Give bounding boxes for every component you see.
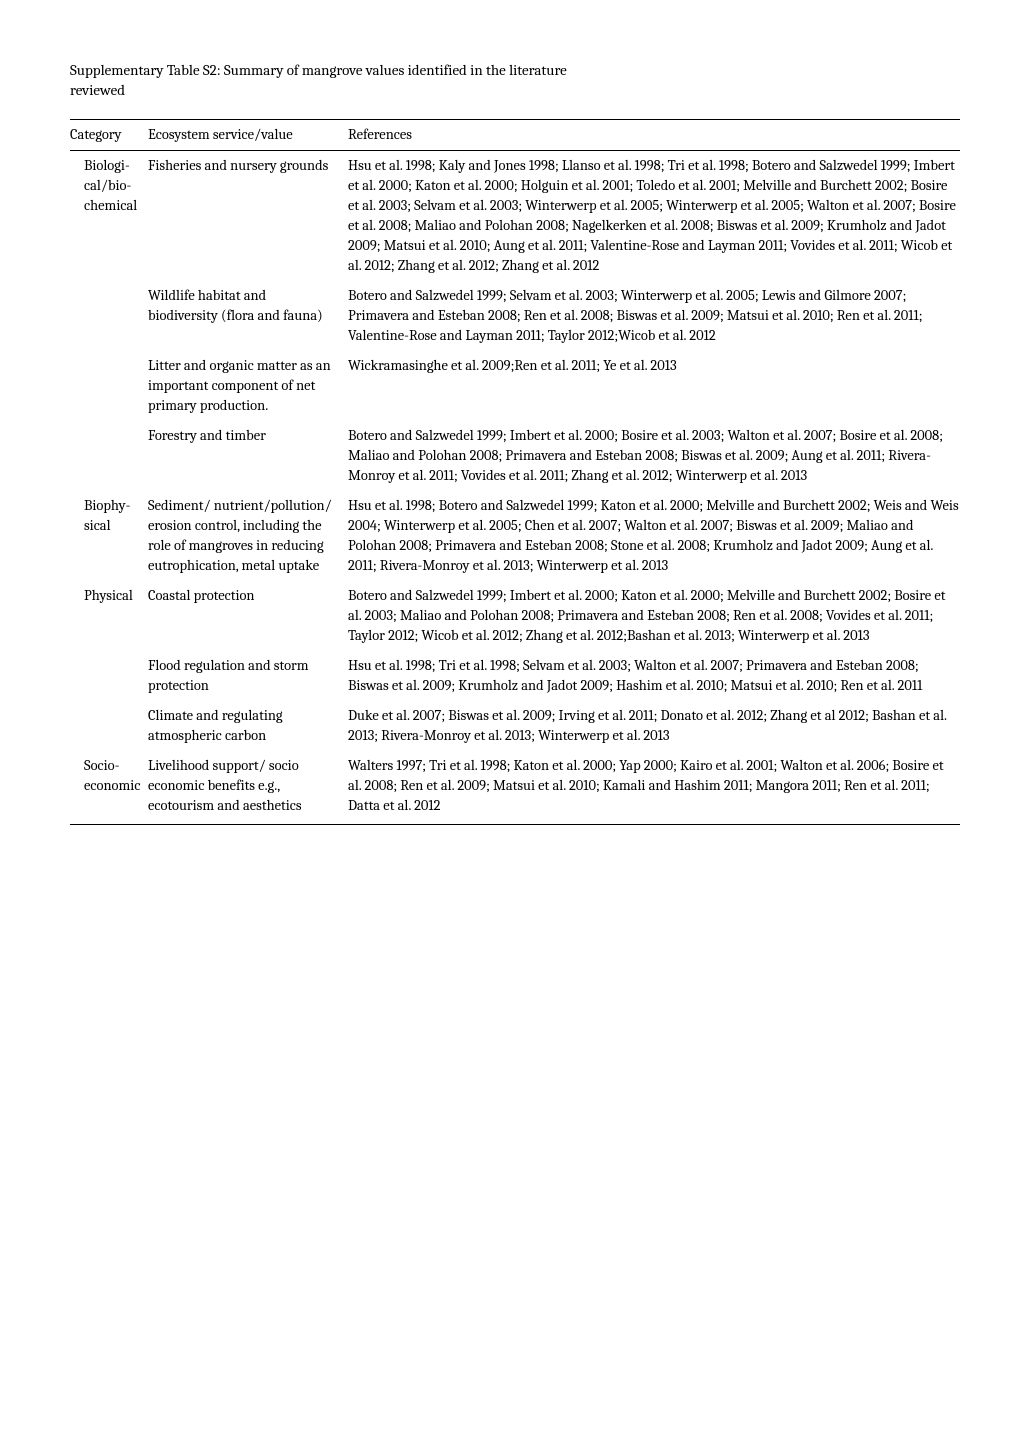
table-row: Physica­lCoastal protectionBotero and Sa…	[70, 581, 960, 651]
cell-references: Botero and Salzwedel 1999; Imbert et al.…	[348, 421, 960, 491]
table-row: Socio-econo­micLivelihood support/ socio…	[70, 751, 960, 825]
table-row: Flood regulation and storm protectionHsu…	[70, 651, 960, 701]
cell-references: Botero and Salzwedel 1999; Selvam et al.…	[348, 281, 960, 351]
cell-references: Hsu et al. 1998; Kaly and Jones 1998; Ll…	[348, 150, 960, 281]
table-row: Forestry and timberBotero and Salzwedel …	[70, 421, 960, 491]
cell-category: Socio-econo­mic	[70, 751, 148, 825]
table-row: Climate and regulating atmospheric carbo…	[70, 701, 960, 751]
cell-service: Sediment/ nutrient/pollution/ erosion co…	[148, 491, 348, 581]
table-header-row: Category Ecosystem service/value Referen…	[70, 119, 960, 150]
col-references: References	[348, 119, 960, 150]
cell-category	[70, 651, 148, 701]
cell-service: Livelihood support/ socio economic benef…	[148, 751, 348, 825]
cell-service: Wildlife habitat and biodiversity (flora…	[148, 281, 348, 351]
cell-category	[70, 421, 148, 491]
col-category: Category	[70, 119, 148, 150]
cell-references: Walters 1997; Tri et al. 1998; Katon et …	[348, 751, 960, 825]
cell-service: Litter and organic matter as an importan…	[148, 351, 348, 421]
page-title: Supplementary Table S2: Summary of mangr…	[70, 60, 590, 101]
cell-references: Hsu et al. 1998; Botero and Salzwedel 19…	[348, 491, 960, 581]
cell-service: Fisheries and nursery grounds	[148, 150, 348, 281]
cell-service: Coastal protection	[148, 581, 348, 651]
table-row: Litter and organic matter as an importan…	[70, 351, 960, 421]
cell-category	[70, 701, 148, 751]
cell-service: Climate and regulating atmospheric carbo…	[148, 701, 348, 751]
table-row: Biologi­cal/bio­chemic­alFisheries and n…	[70, 150, 960, 281]
col-service: Ecosystem service/value	[148, 119, 348, 150]
cell-category: Biophy­sical	[70, 491, 148, 581]
cell-references: Wickramasinghe et al. 2009;Ren et al. 20…	[348, 351, 960, 421]
table-row: Wildlife habitat and biodiversity (flora…	[70, 281, 960, 351]
cell-references: Duke et al. 2007; Biswas et al. 2009; Ir…	[348, 701, 960, 751]
mangrove-values-table: Category Ecosystem service/value Referen…	[70, 119, 960, 825]
cell-service: Flood regulation and storm protection	[148, 651, 348, 701]
cell-references: Hsu et al. 1998; Tri et al. 1998; Selvam…	[348, 651, 960, 701]
cell-category: Physica­l	[70, 581, 148, 651]
cell-category	[70, 281, 148, 351]
cell-category	[70, 351, 148, 421]
cell-category: Biologi­cal/bio­chemic­al	[70, 150, 148, 281]
table-row: Biophy­sicalSediment/ nutrient/pollution…	[70, 491, 960, 581]
cell-service: Forestry and timber	[148, 421, 348, 491]
cell-references: Botero and Salzwedel 1999; Imbert et al.…	[348, 581, 960, 651]
